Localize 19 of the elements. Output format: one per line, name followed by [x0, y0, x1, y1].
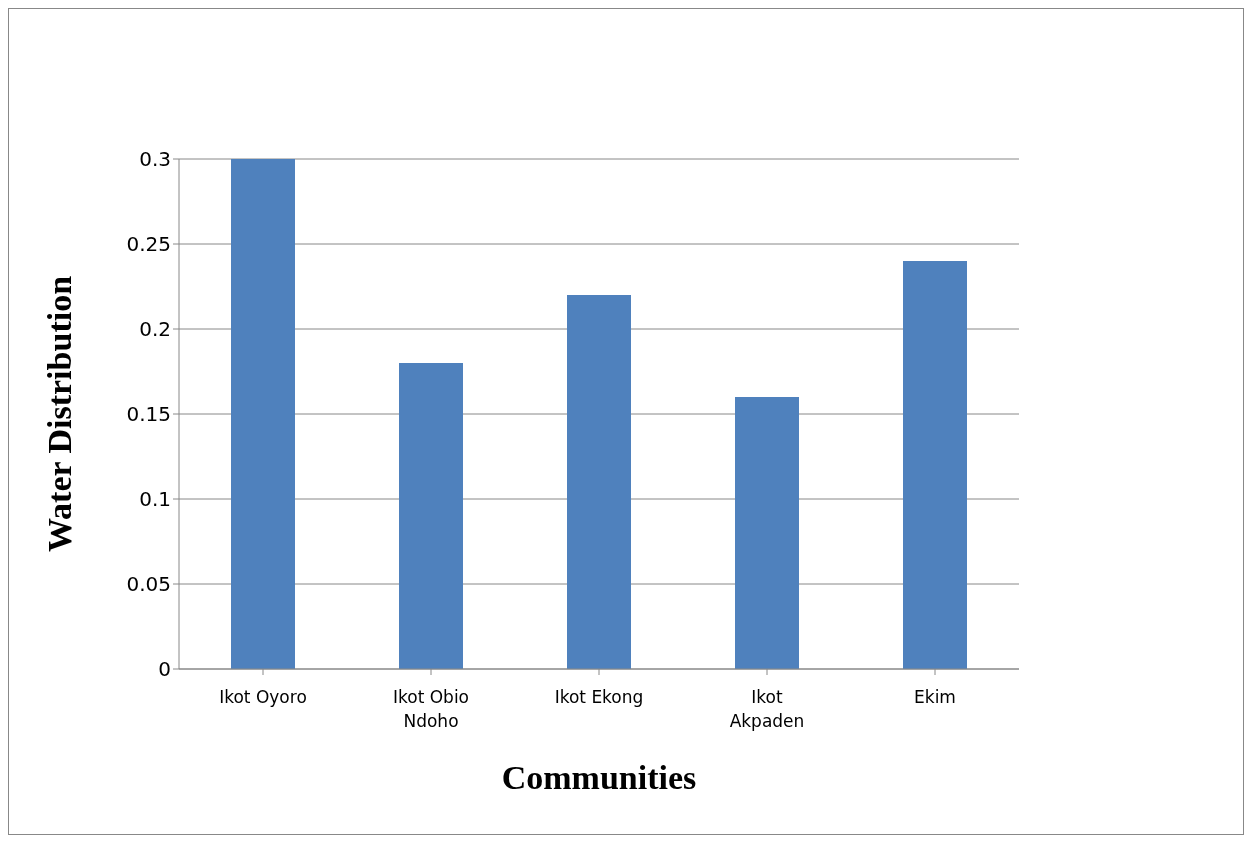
y-axis-title: Water Distribution	[41, 275, 79, 553]
y-tick-label: 0	[158, 657, 171, 682]
y-tick-label: 0.15	[126, 402, 171, 427]
x-tick-label: Ikot Obio Ndoho	[392, 687, 470, 731]
x-tick-label: Ekim	[914, 687, 956, 707]
y-tick-label: 0.05	[126, 572, 171, 597]
bar	[399, 363, 463, 669]
y-tick-label: 0.3	[139, 147, 171, 172]
y-tick-label: 0.1	[139, 487, 171, 512]
x-tick-label: Ikot Ekong	[554, 687, 644, 707]
bar	[735, 397, 799, 669]
y-tick-label: 0.25	[126, 232, 171, 257]
x-tick-label: Ikot Oyoro	[219, 687, 307, 707]
bar	[231, 159, 295, 669]
x-axis-title: Communities	[501, 759, 697, 796]
x-tick-label: Ikot Akpaden	[729, 687, 805, 731]
y-tick-label: 0.2	[139, 317, 171, 342]
bar	[567, 295, 631, 669]
bar	[903, 261, 967, 669]
